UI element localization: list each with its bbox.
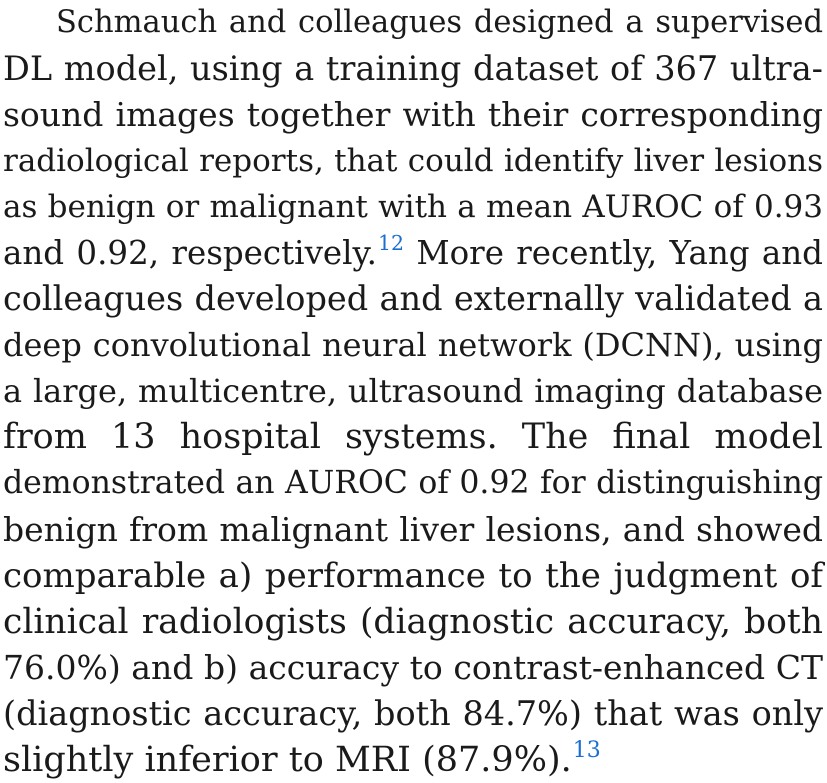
text-line-6: and 0.92, respectively.12 More recently,… (3, 230, 823, 276)
text-line-5: as benign or malignant with a mean AUROC… (3, 189, 823, 226)
text-line-2: DL model, using a training dataset of 36… (3, 49, 823, 89)
text-line-1: Schmauch and colleagues designed a super… (56, 5, 823, 40)
text-line-16: (diagnostic accuracy, both 84.7%) that w… (3, 693, 823, 733)
text-line-15: 76.0%) and b) accuracy to contrast-enhan… (3, 647, 823, 687)
text-line-13: comparable a) performance to the judgmen… (3, 555, 823, 596)
article-paragraph: Schmauch and colleagues designed a super… (3, 0, 823, 783)
reference-link-12[interactable]: 12 (377, 231, 404, 256)
text-line-17: slightly inferior to MRI (87.9%).13 (3, 737, 823, 783)
text-line-7: colleagues developed and externally vali… (3, 279, 823, 319)
text-line-6-end: More recently, Yang and (416, 234, 823, 273)
text-line-12: benign from malignant liver lesions, and… (3, 509, 823, 549)
text-line-17-text: slightly inferior to MRI (87.9%). (3, 739, 572, 780)
text-line-11: demonstrated an AUROC of 0.92 for distin… (3, 465, 823, 502)
text-line-9: a large, multicentre, ultrasound imaging… (3, 372, 823, 411)
text-line-10: from 13 hospital systems. The final mode… (3, 417, 823, 458)
reference-link-13[interactable]: 13 (572, 737, 601, 763)
text-line-8: deep convolutional neural network (DCNN)… (3, 326, 823, 365)
text-line-6-start: and 0.92, respectively. (3, 234, 377, 273)
text-line-14: clinical radiologists (diagnostic accura… (3, 601, 823, 642)
text-line-4: radiological reports, that could identif… (3, 143, 823, 180)
text-line-3: sound images together with their corresp… (3, 95, 823, 135)
